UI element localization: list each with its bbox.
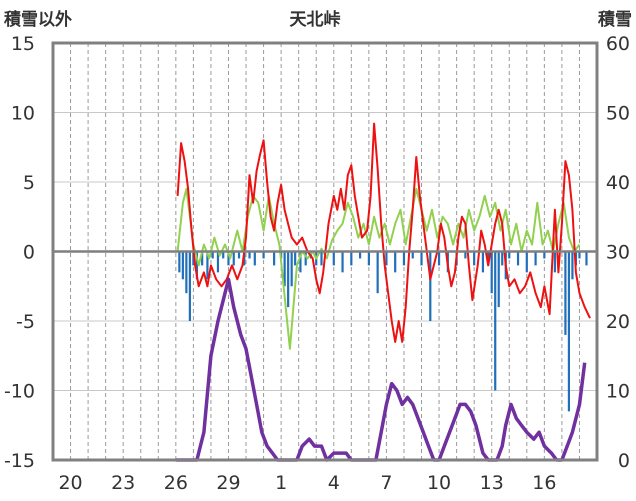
x-tick-label: 23 <box>111 472 135 494</box>
right-tick-label: 10 <box>606 381 630 403</box>
blue-bar <box>501 251 504 266</box>
blue-bar <box>543 251 546 259</box>
blue-bar <box>216 251 220 273</box>
blue-bar <box>516 251 520 266</box>
x-tick-label: 29 <box>216 472 240 494</box>
blue-bar <box>394 251 397 273</box>
left-tick-label: 15 <box>11 33 35 55</box>
blue-bar <box>222 251 225 259</box>
blue-bar <box>350 251 353 266</box>
blue-bar <box>237 251 241 259</box>
left-tick-label: 10 <box>11 103 35 125</box>
x-tick-label: 7 <box>380 472 392 494</box>
blue-bar <box>497 251 500 308</box>
right-tick-label: 20 <box>606 311 630 333</box>
right-axis-title: 積雪 <box>598 9 632 30</box>
blue-bar <box>273 251 276 266</box>
blue-bar <box>585 251 588 266</box>
x-tick-label: 26 <box>164 472 188 494</box>
blue-bar <box>490 251 493 294</box>
left-tick-label: 0 <box>23 242 35 264</box>
blue-bar <box>294 251 297 266</box>
blue-bar <box>178 251 181 273</box>
blue-bar <box>253 251 256 266</box>
blue-bar <box>248 251 251 259</box>
blue-bar <box>181 251 184 280</box>
blue-bar <box>487 251 490 266</box>
blue-bar <box>262 251 265 259</box>
left-tick-label: -10 <box>4 381 35 403</box>
right-tick-label: 40 <box>606 172 630 194</box>
right-tick-label: 0 <box>618 450 630 472</box>
blue-bar <box>290 251 293 287</box>
blue-bar <box>304 251 307 266</box>
x-tick-label: 13 <box>480 472 504 494</box>
blue-bar <box>188 251 191 321</box>
blue-bar <box>571 251 574 280</box>
plot-area <box>175 122 591 462</box>
chart-title: 天北峠 <box>290 9 341 30</box>
right-tick-label: 50 <box>606 103 630 125</box>
blue-bar <box>553 251 556 273</box>
blue-bar <box>367 251 370 266</box>
left-axis-title: 積雪以外 <box>4 9 72 30</box>
blue-bar <box>341 251 344 273</box>
left-tick-label: -5 <box>16 311 35 333</box>
green-series-line <box>176 187 581 350</box>
x-tick-label: 20 <box>58 472 82 494</box>
left-tick-label: 5 <box>23 172 35 194</box>
blue-bar <box>464 251 467 259</box>
x-tick-label: 10 <box>427 472 451 494</box>
blue-bar <box>232 251 235 266</box>
blue-bar <box>567 251 571 412</box>
blue-bar <box>283 251 286 287</box>
x-tick-label: 4 <box>328 472 340 494</box>
blue-bar <box>287 251 290 308</box>
purple-series-line <box>175 277 587 462</box>
blue-bar <box>437 251 441 266</box>
right-tick-label: 30 <box>606 242 630 264</box>
blue-bar <box>385 251 388 266</box>
plot-frame <box>51 41 599 462</box>
x-tick-label: 16 <box>532 472 556 494</box>
blue-bar <box>192 251 195 266</box>
blue-bar <box>481 251 485 273</box>
blue-bar <box>494 251 497 391</box>
blue-bar <box>564 251 567 335</box>
blue-bar <box>320 251 323 266</box>
blue-bar <box>420 251 423 266</box>
right-tick-label: 60 <box>606 33 630 55</box>
blue-bar <box>411 251 414 259</box>
blue-bar <box>195 251 198 280</box>
x-tick-label: 1 <box>275 472 287 494</box>
blue-bar <box>227 251 230 266</box>
red-series-line <box>176 122 591 343</box>
blue-bar <box>402 251 406 266</box>
blue-bar <box>429 251 432 321</box>
blue-bar <box>185 251 188 294</box>
blue-bar <box>299 251 302 273</box>
blue-bar <box>376 251 379 294</box>
blue-bar <box>525 251 528 273</box>
blue-bar <box>358 251 362 259</box>
blue-bar <box>473 251 476 266</box>
blue-bar <box>578 251 581 259</box>
blue-bar <box>332 251 335 266</box>
blue-bar <box>508 251 511 259</box>
blue-bar <box>206 251 209 280</box>
blue-bar <box>211 251 214 259</box>
blue-bar <box>201 251 204 266</box>
left-tick-label: -15 <box>4 450 35 472</box>
blue-bar <box>534 251 537 266</box>
